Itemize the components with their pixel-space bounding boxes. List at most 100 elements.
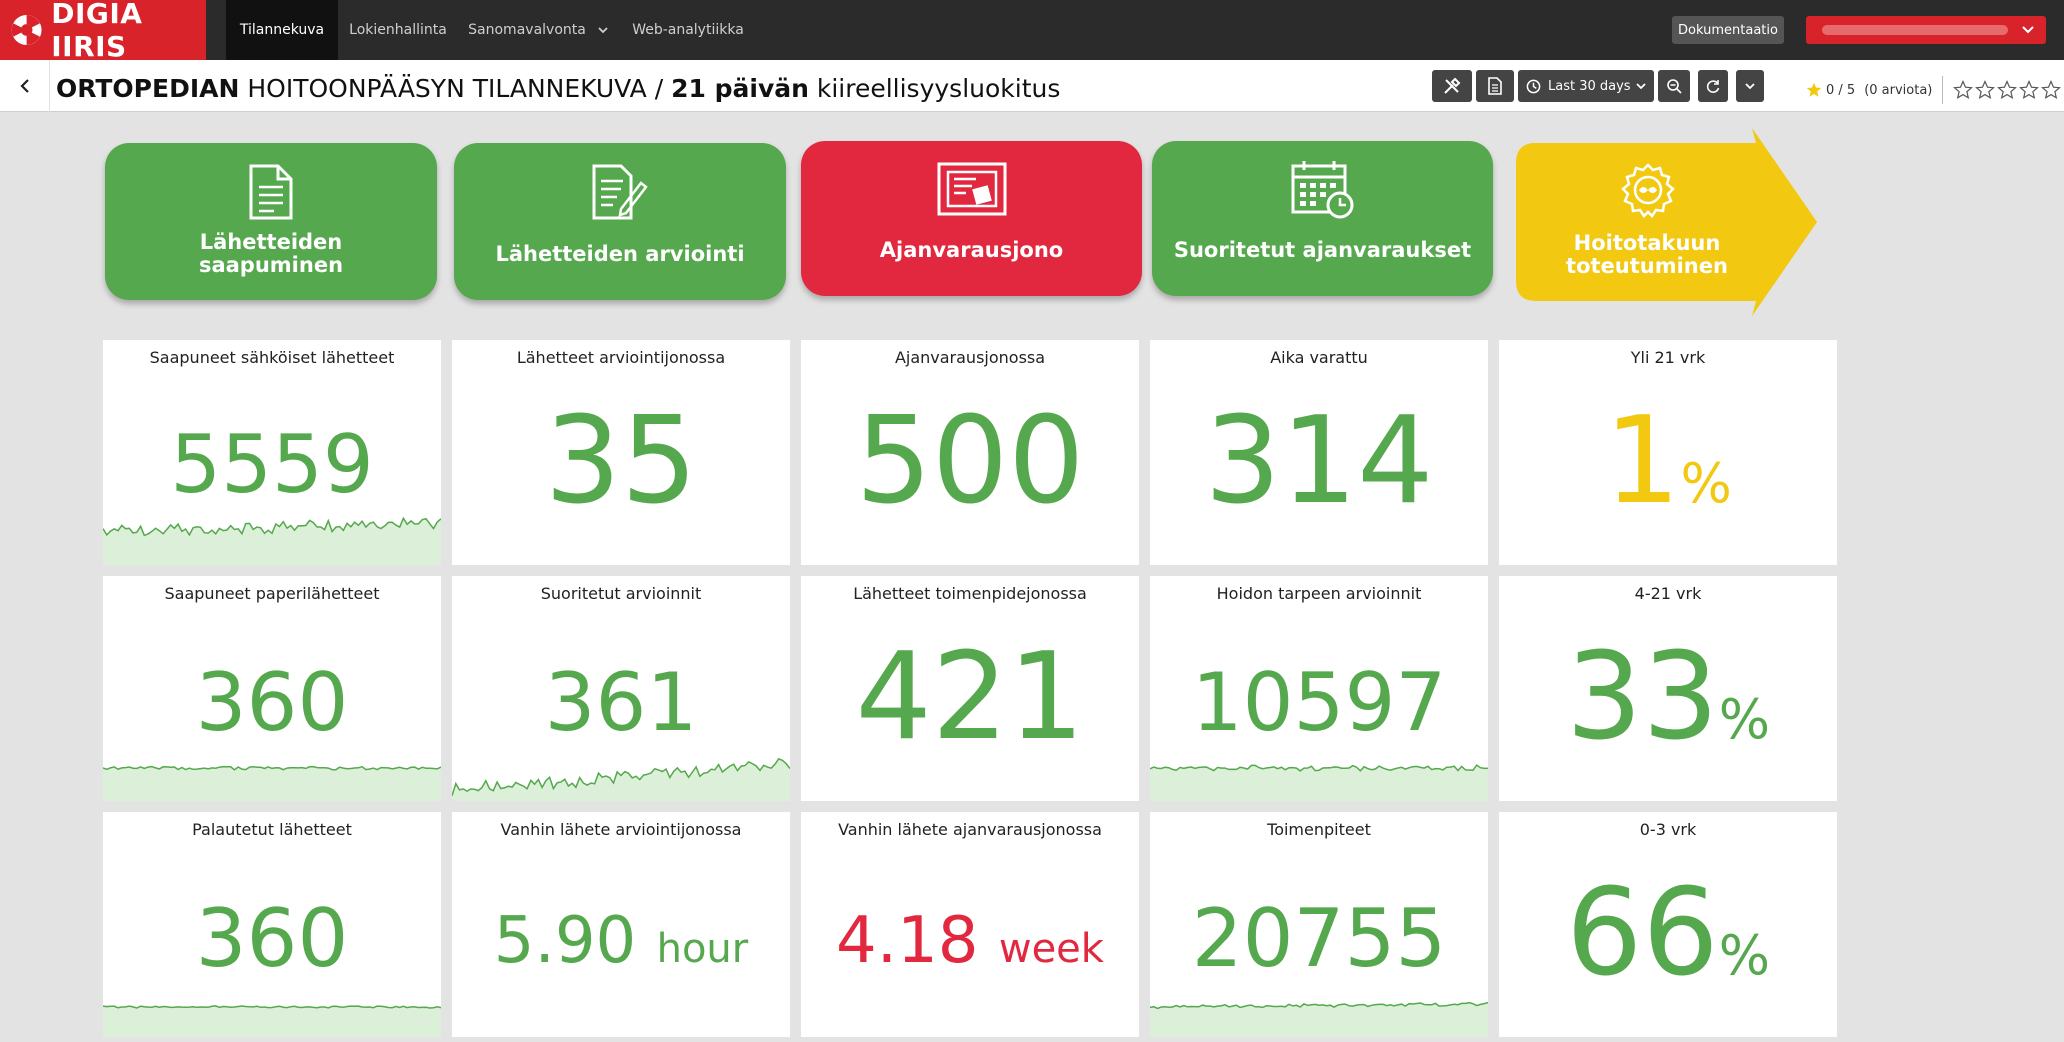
rating-score: 0 / 5 [1826, 82, 1856, 98]
kpi-value: 5.90 hour [452, 904, 790, 978]
kpi-value: 421 [801, 628, 1139, 767]
kpi-card[interactable]: 4-21 vrk 33% [1499, 576, 1837, 801]
digia-iiris-logo[interactable]: DIGIA IIRIS [0, 0, 206, 63]
kpi-title: 0-3 vrk [1639, 820, 1697, 839]
sparkline-area [1150, 765, 1488, 801]
kpi-title: Aika varattu [1270, 348, 1368, 367]
nav-tab-web-analytiikka[interactable]: Web-analytiikka [626, 0, 750, 60]
report-button[interactable] [1476, 70, 1514, 102]
kpi-card[interactable]: Saapuneet paperilähetteet 360 [103, 576, 441, 801]
kpi-title: Ajanvarausjonossa [894, 348, 1046, 367]
kpi-number: 421 [855, 628, 1085, 767]
kpi-number: 33 [1565, 628, 1719, 767]
nav-tab-label: Sanomavalvonta [468, 22, 586, 38]
kpi-number: 5.90 [493, 904, 637, 978]
kpi-value: 314 [1150, 392, 1488, 531]
kpi-card[interactable]: Ajanvarausjonossa 500 [801, 340, 1139, 565]
kpi-card[interactable]: Vanhin lähete arviointijonossa 5.90 hour [452, 812, 790, 1037]
kpi-number: 35 [544, 392, 698, 531]
kpi-value: 361 [452, 656, 790, 749]
more-options-button[interactable] [1736, 70, 1764, 102]
kpi-card[interactable]: Palautetut lähetteet 360 [103, 812, 441, 1037]
kpi-card[interactable]: Yli 21 vrk 1% [1499, 340, 1837, 565]
rate-stars[interactable] [1953, 80, 2062, 100]
kpi-card[interactable]: Lähetteet toimenpidejonossa 421 [801, 576, 1139, 801]
documentation-button[interactable]: Dokumentaatio [1672, 16, 1784, 44]
zoom-out-button[interactable] [1658, 70, 1690, 102]
title-part: 21 päivän [671, 74, 809, 103]
nav-tab-label: Web-analytiikka [632, 22, 744, 38]
logo-mark-icon [11, 15, 42, 45]
back-button[interactable] [0, 60, 50, 112]
dashboard-title-bar: ORTOPEDIAN HOITOONPÄÄSYN TILANNEKUVA / 2… [0, 60, 2064, 112]
star-outline-icon[interactable] [1997, 80, 2018, 100]
time-range-select[interactable]: Last 30 days [1518, 70, 1654, 102]
kpi-title: Toimenpiteet [1267, 820, 1371, 839]
kpi-card[interactable]: Saapuneet sähköiset lähetteet 5559 [103, 340, 441, 565]
kpi-card[interactable]: Toimenpiteet 20755 [1150, 812, 1488, 1037]
kpi-card[interactable]: Vanhin lähete ajanvarausjonossa 4.18 week [801, 812, 1139, 1037]
sparkline-area [103, 518, 441, 565]
process-tile-lahetteiden-saapuminen[interactable]: Lähetteiden saapuminen [105, 143, 437, 300]
kpi-unit: % [1718, 688, 1770, 751]
star-outline-icon[interactable] [2041, 80, 2062, 100]
clock-icon [1526, 79, 1541, 93]
kpi-number: 314 [1204, 392, 1434, 531]
star-outline-icon[interactable] [1975, 80, 1996, 100]
process-tile-suoritetut-ajanvaraukset[interactable]: Suoritetut ajanvaraukset [1152, 141, 1493, 296]
kpi-card[interactable]: Suoritetut arvioinnit 361 [452, 576, 790, 801]
process-tile-ajanvarausjono[interactable]: Ajanvarausjono [801, 141, 1142, 296]
star-outline-icon[interactable] [1953, 80, 1974, 100]
document-edit-icon [592, 164, 648, 220]
calendar-clock-icon [1291, 161, 1353, 219]
kpi-card[interactable]: Aika varattu 314 [1150, 340, 1488, 565]
kpi-number: 360 [195, 892, 349, 985]
kpi-value: 5559 [103, 418, 441, 511]
kpi-card[interactable]: 0-3 vrk 66% [1499, 812, 1837, 1037]
chevron-left-icon [19, 79, 29, 93]
nav-tab-tilannekuva[interactable]: Tilannekuva [226, 0, 338, 60]
sparkline-area [1150, 1002, 1488, 1037]
title-part: kiireellisyysluokitus [808, 74, 1061, 103]
kpi-title: Vanhin lähete ajanvarausjonossa [838, 820, 1102, 839]
queue-board-icon [937, 162, 1006, 216]
kpi-title: Suoritetut arvioinnit [540, 584, 702, 603]
time-range-label: Last 30 days [1548, 78, 1631, 94]
kpi-number: 1 [1604, 392, 1681, 531]
kpi-card[interactable]: Lähetteet arviointijonossa 35 [452, 340, 790, 565]
kpi-number: 360 [195, 656, 349, 749]
wrench-screwdriver-icon [1444, 77, 1461, 94]
sparkline-area [103, 1005, 441, 1037]
refresh-button[interactable] [1698, 70, 1728, 102]
sparkline-line [1150, 1001, 1488, 1010]
nav-tab-sanomavalvonta[interactable]: Sanomavalvonta [458, 0, 618, 60]
kpi-title: Saapuneet paperilähetteet [164, 584, 380, 603]
user-menu-button[interactable] [1806, 16, 2046, 44]
dashboard-rating: 0 / 5 (0 arviota) [1806, 76, 2062, 104]
chevron-down-icon [2022, 26, 2034, 34]
kpi-value: 1% [1499, 392, 1837, 531]
star-outline-icon[interactable] [2019, 80, 2040, 100]
sparkline-line [452, 757, 790, 797]
top-navigation-bar: DIGIA IIRIS Tilannekuva Lokienhallinta S… [0, 0, 2064, 63]
kpi-title: Lähetteet toimenpidejonossa [853, 584, 1087, 603]
kpi-sparkline [1150, 764, 1488, 801]
tools-button[interactable] [1432, 70, 1472, 102]
kpi-value: 360 [103, 656, 441, 749]
rating-count: (0 arviota) [1864, 82, 1933, 98]
kpi-value: 20755 [1150, 892, 1488, 985]
divider [1942, 76, 1944, 104]
kpi-card[interactable]: Hoidon tarpeen arvioinnit 10597 [1150, 576, 1488, 801]
kpi-value: 500 [801, 392, 1139, 531]
kpi-sparkline [103, 516, 441, 565]
kpi-unit: week [998, 926, 1104, 972]
document-icon [1488, 77, 1502, 95]
kpi-value: 66% [1499, 864, 1837, 1003]
nav-tab-lokienhallinta[interactable]: Lokienhallinta [338, 0, 458, 60]
nav-tab-label: Tilannekuva [239, 22, 325, 38]
kpi-value: 35 [452, 392, 790, 531]
process-tile-lahetteiden-arviointi[interactable]: Lähetteiden arviointi [454, 143, 786, 300]
kpi-sparkline [103, 765, 441, 801]
sparkline-line [1150, 764, 1488, 772]
process-tile-hoitotakuun-toteutuminen[interactable]: Hoitotakuun toteutuminen [1512, 128, 1817, 316]
